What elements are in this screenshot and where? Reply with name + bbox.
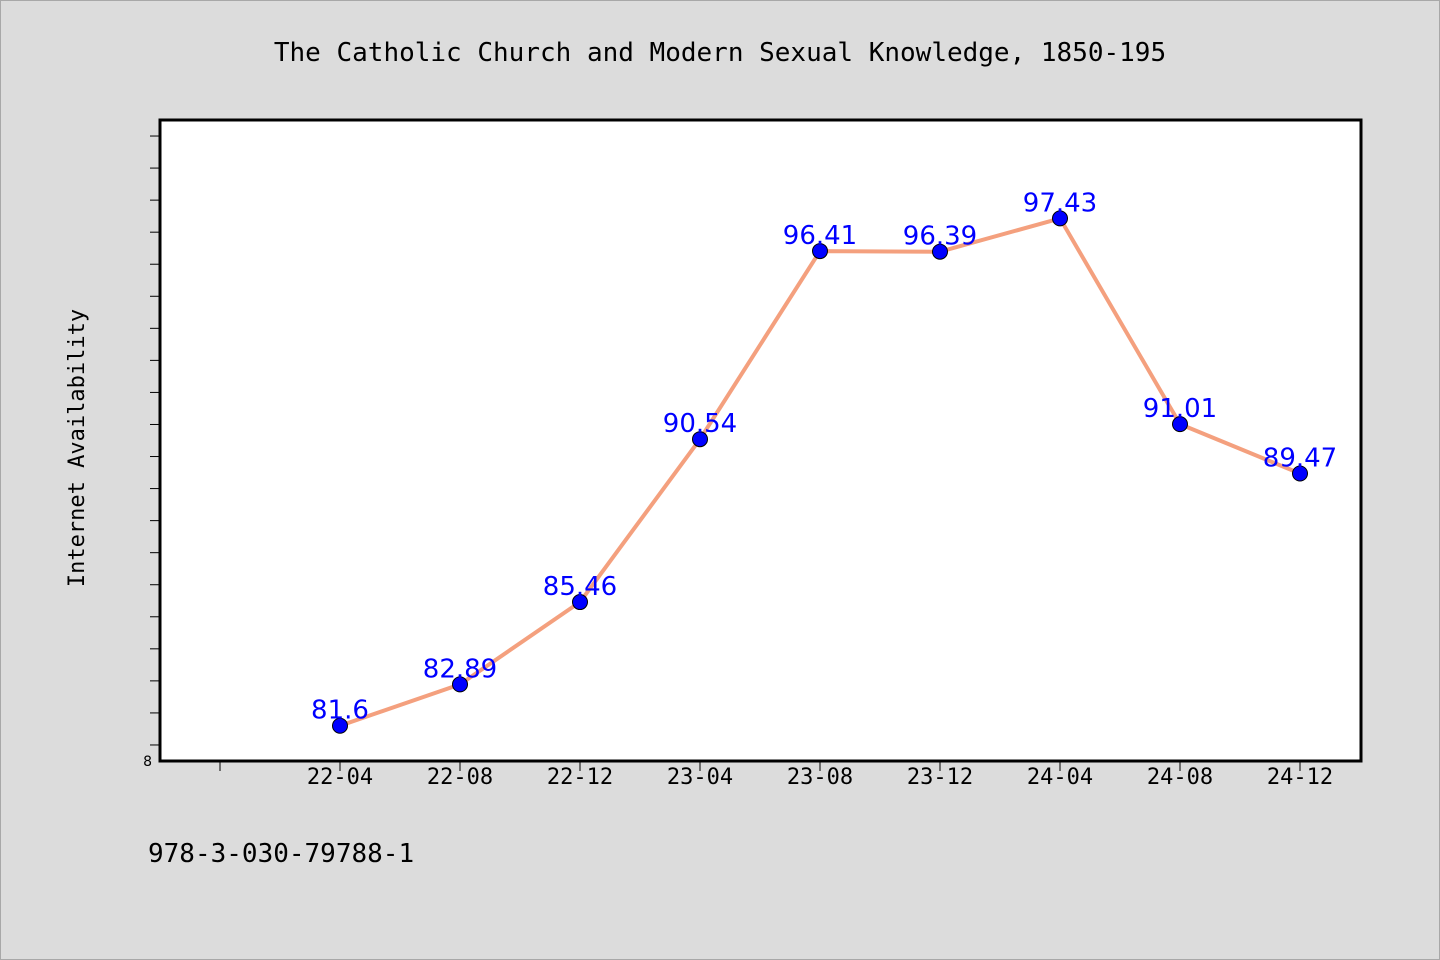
x-tick-label: 22-04 — [307, 765, 373, 790]
x-tick-label: 23-04 — [667, 765, 733, 790]
x-tick-label: 22-08 — [427, 765, 493, 790]
data-point — [1052, 210, 1068, 227]
data-label: 96.39 — [903, 222, 977, 252]
chart-title: The Catholic Church and Modern Sexual Kn… — [274, 38, 1166, 68]
data-label: 96.41 — [783, 221, 857, 251]
data-point — [452, 676, 468, 693]
data-label: 97.43 — [1023, 188, 1097, 218]
data-point — [932, 243, 948, 260]
data-label: 91.01 — [1143, 394, 1217, 424]
data-label: 90.54 — [663, 409, 737, 439]
data-label: 89.47 — [1263, 444, 1337, 474]
x-tick-label: 23-08 — [787, 765, 853, 790]
isbn-text: 978-3-030-79788-1 — [148, 839, 414, 869]
x-tick-label: 23-12 — [907, 765, 973, 790]
data-labels: 81.6 82.89 85.46 90.54 96.41 96.39 97.43 91.01 8… — [311, 188, 1337, 725]
y-axis-label: Internet Availability — [65, 309, 90, 587]
axis-ticks: 8 22-04 22-08 22-12 23-04 23-08 23-12 24-04 24-0… — [143, 135, 1333, 790]
plot-area — [158, 118, 1363, 763]
x-tick-label: 24-12 — [1267, 765, 1333, 790]
data-point — [1172, 416, 1188, 433]
data-label: 85.46 — [543, 572, 617, 602]
data-point — [332, 717, 348, 734]
data-point — [1292, 465, 1308, 482]
x-tick-label: 24-04 — [1027, 765, 1093, 790]
data-point — [812, 243, 828, 260]
data-point — [692, 431, 708, 448]
y-tick-label: 8 — [143, 754, 152, 770]
data-label: 81.6 — [311, 696, 369, 726]
x-tick-label: 22-12 — [547, 765, 613, 790]
series-layer — [332, 210, 1308, 734]
data-point — [572, 594, 588, 611]
x-tick-label: 24-08 — [1147, 765, 1213, 790]
data-label: 82.89 — [423, 654, 497, 684]
